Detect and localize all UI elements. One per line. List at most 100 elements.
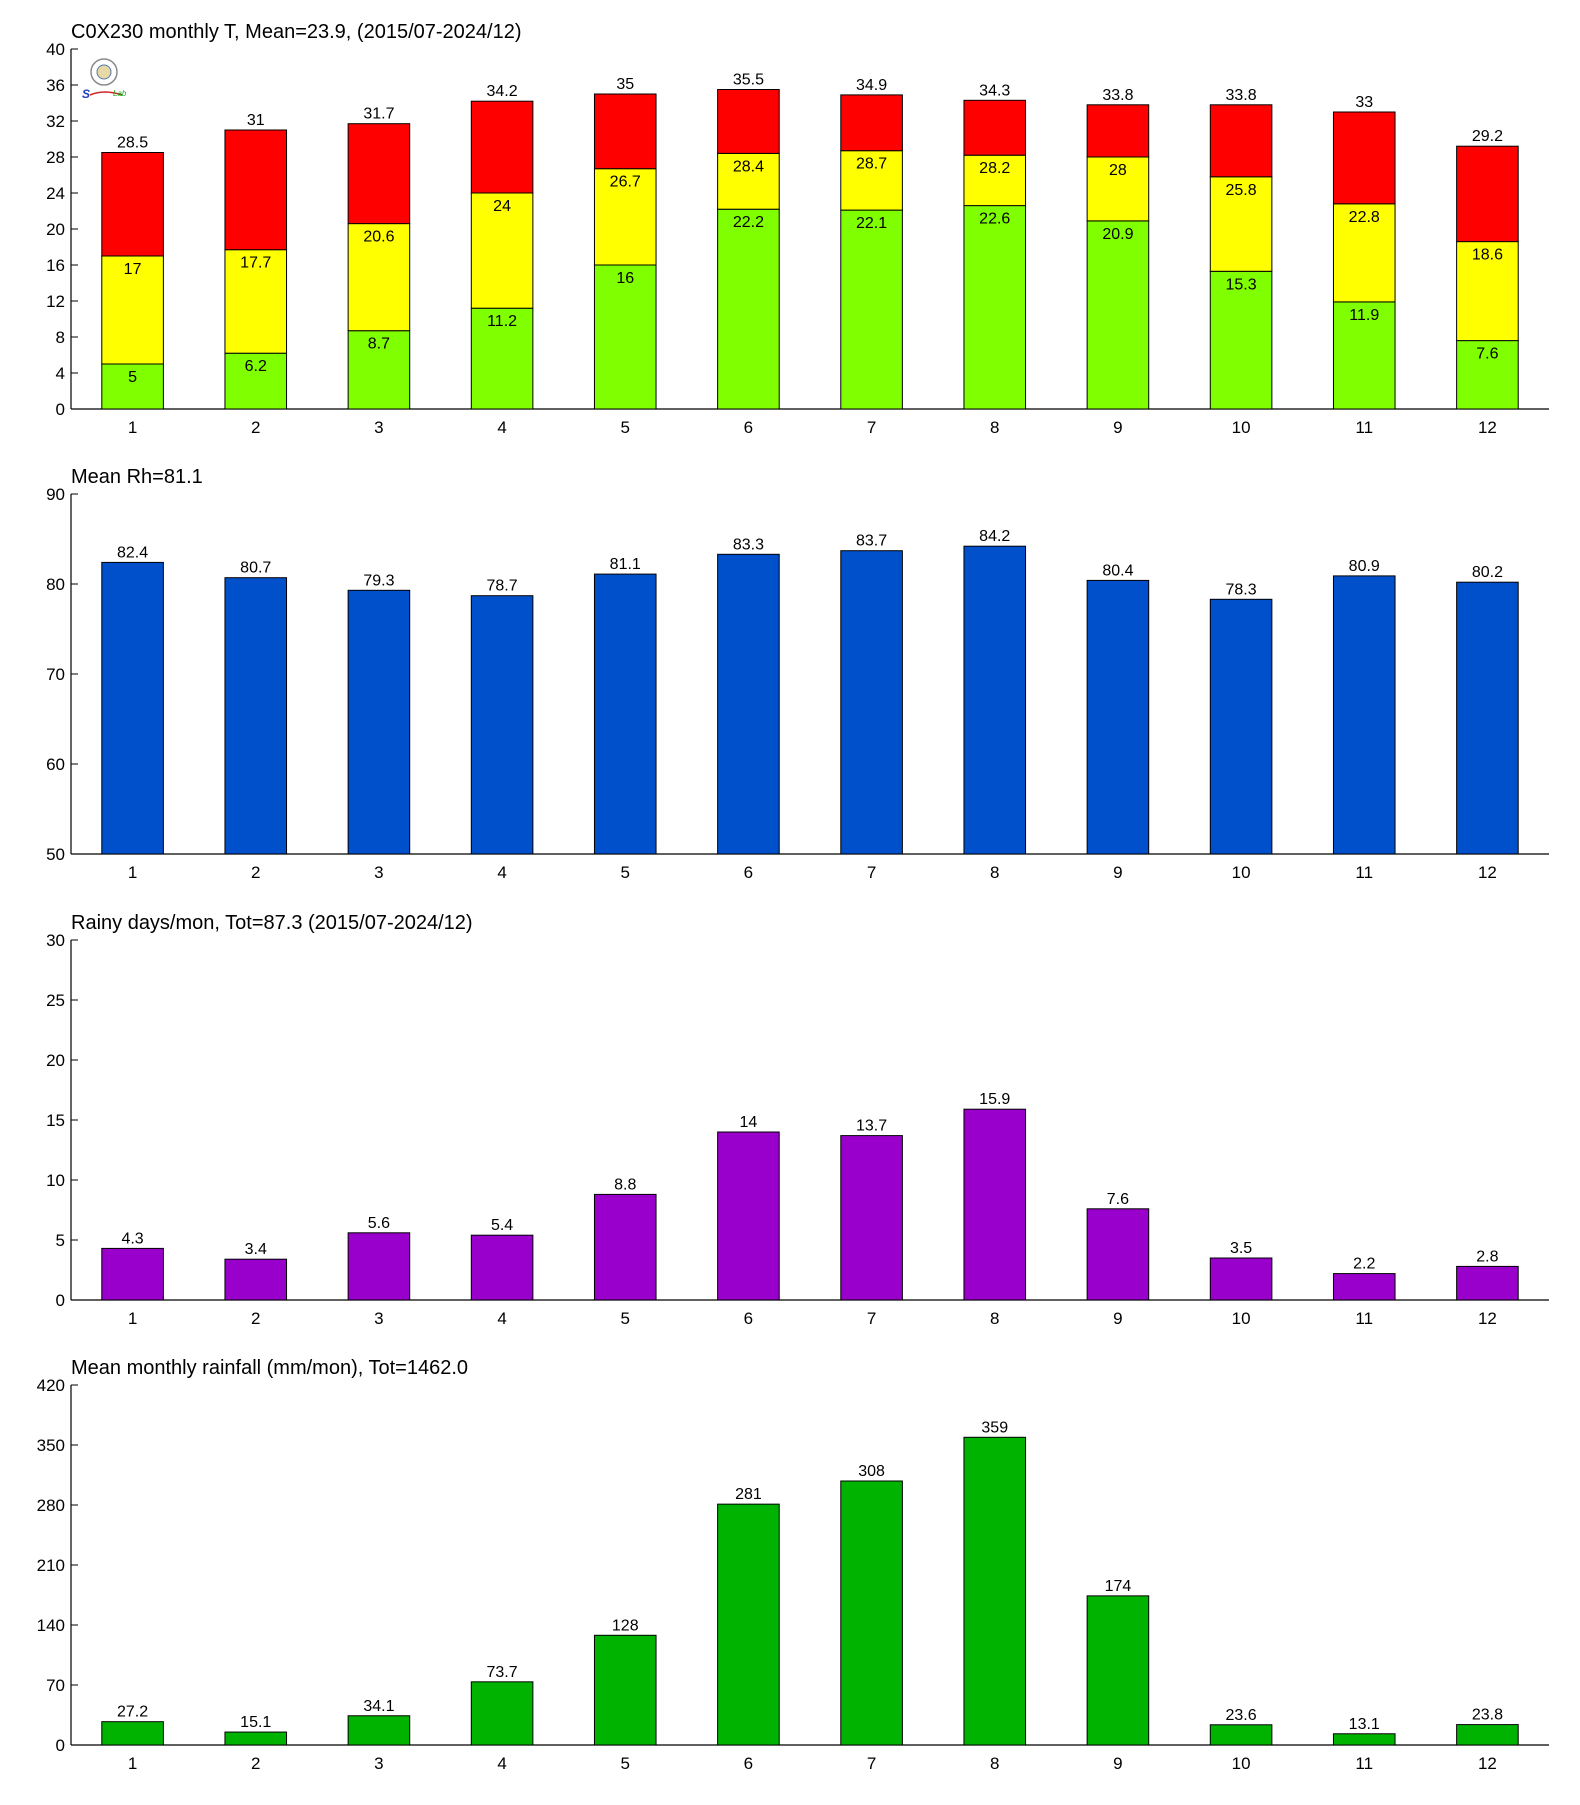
bar-segment (1456, 340, 1519, 410)
bar (347, 1232, 411, 1301)
bar-segment (1209, 104, 1273, 178)
bar (1456, 1724, 1519, 1746)
bar (717, 553, 780, 855)
x-tick-label: 1 (128, 1309, 137, 1328)
bar (1209, 1257, 1273, 1301)
y-tick-label: 80 (46, 575, 65, 594)
bar (347, 589, 411, 855)
data-label: 28 (1109, 162, 1127, 179)
bar (1086, 579, 1150, 855)
data-label: 11.2 (487, 313, 517, 330)
bar (470, 595, 534, 855)
bar (1332, 1733, 1396, 1746)
y-tick-label: 32 (46, 112, 65, 131)
logo-text: Lab (113, 89, 127, 98)
bar (717, 1503, 780, 1746)
bar (963, 545, 1027, 855)
chart-title: Rainy days/mon, Tot=87.3 (2015/07-2024/1… (71, 912, 473, 934)
data-label: 25.8 (1226, 182, 1257, 199)
y-tick-label: 5 (56, 1231, 65, 1250)
data-label: 83.3 (733, 536, 764, 553)
data-label: 27.2 (117, 1704, 148, 1721)
x-tick-label: 8 (990, 1754, 999, 1773)
data-label: 28.2 (979, 160, 1010, 177)
x-tick-label: 9 (1113, 863, 1122, 882)
data-label: 81.1 (610, 556, 641, 573)
bar-segment (1086, 104, 1150, 158)
x-tick-label: 11 (1355, 1309, 1373, 1328)
bar (1332, 1273, 1396, 1301)
x-tick-label: 8 (990, 863, 999, 882)
data-label: 83.7 (856, 533, 887, 550)
data-label: 23.6 (1226, 1707, 1257, 1724)
bar-segment (347, 330, 411, 410)
chart-title: Mean monthly rainfall (mm/mon), Tot=1462… (71, 1357, 468, 1379)
bar (593, 1193, 657, 1301)
data-label: 3.4 (245, 1241, 267, 1258)
data-label: 80.2 (1472, 564, 1503, 581)
x-tick-label: 1 (128, 1754, 137, 1773)
x-tick-label: 8 (990, 1309, 999, 1328)
x-tick-label: 10 (1232, 1754, 1251, 1773)
data-label: 31 (247, 112, 265, 129)
bar-segment (470, 192, 534, 309)
bar-segment (593, 264, 657, 410)
x-tick-label: 9 (1113, 418, 1122, 437)
y-tick-label: 28 (46, 148, 65, 167)
x-tick-label: 4 (497, 863, 506, 882)
data-label: 17.7 (240, 255, 271, 272)
bar (1209, 598, 1273, 855)
bar (101, 561, 164, 855)
bar-segment (840, 150, 903, 211)
y-tick-label: 0 (56, 1736, 65, 1755)
y-tick-label: 420 (37, 1376, 65, 1395)
bar-segment (717, 89, 780, 154)
y-tick-label: 0 (56, 400, 65, 419)
bar (963, 1436, 1027, 1746)
y-tick-label: 10 (46, 1171, 65, 1190)
y-tick-label: 30 (46, 931, 65, 950)
x-tick-label: 8 (990, 418, 999, 437)
data-label: 16 (616, 270, 634, 287)
bar-segment (1086, 220, 1150, 410)
x-tick-label: 12 (1478, 1309, 1497, 1328)
x-tick-label: 4 (497, 418, 506, 437)
bar (963, 1108, 1027, 1301)
bar (593, 1634, 657, 1746)
data-label: 33.8 (1226, 87, 1257, 104)
x-tick-label: 2 (251, 1309, 260, 1328)
data-label: 15.3 (1226, 276, 1257, 293)
data-label: 35 (616, 76, 634, 93)
y-tick-label: 70 (46, 1676, 65, 1695)
data-label: 33.8 (1102, 87, 1133, 104)
chart-title: C0X230 monthly T, Mean=23.9, (2015/07-20… (71, 21, 522, 43)
x-tick-label: 10 (1232, 1309, 1251, 1328)
data-label: 20.6 (363, 229, 394, 246)
bar-segment (1086, 156, 1150, 222)
data-label: 7.6 (1476, 346, 1498, 363)
x-tick-label: 3 (374, 1309, 383, 1328)
y-tick-label: 280 (37, 1496, 65, 1515)
data-label: 33 (1355, 94, 1373, 111)
data-label: 8.7 (368, 336, 390, 353)
data-label: 78.3 (1226, 581, 1257, 598)
data-label: 82.4 (117, 544, 148, 561)
data-label: 15.9 (979, 1091, 1010, 1108)
x-tick-label: 5 (621, 863, 630, 882)
data-label: 24 (493, 198, 511, 215)
x-tick-label: 10 (1232, 418, 1251, 437)
y-tick-label: 20 (46, 220, 65, 239)
bar-segment (1456, 145, 1519, 243)
bar (101, 1721, 164, 1746)
x-tick-label: 7 (867, 418, 876, 437)
bar (224, 1731, 288, 1746)
data-label: 5.4 (491, 1217, 513, 1234)
y-tick-label: 40 (46, 40, 65, 59)
y-tick-label: 0 (56, 1291, 65, 1310)
data-label: 359 (981, 1419, 1008, 1436)
x-tick-label: 4 (497, 1754, 506, 1773)
x-tick-label: 7 (867, 1309, 876, 1328)
